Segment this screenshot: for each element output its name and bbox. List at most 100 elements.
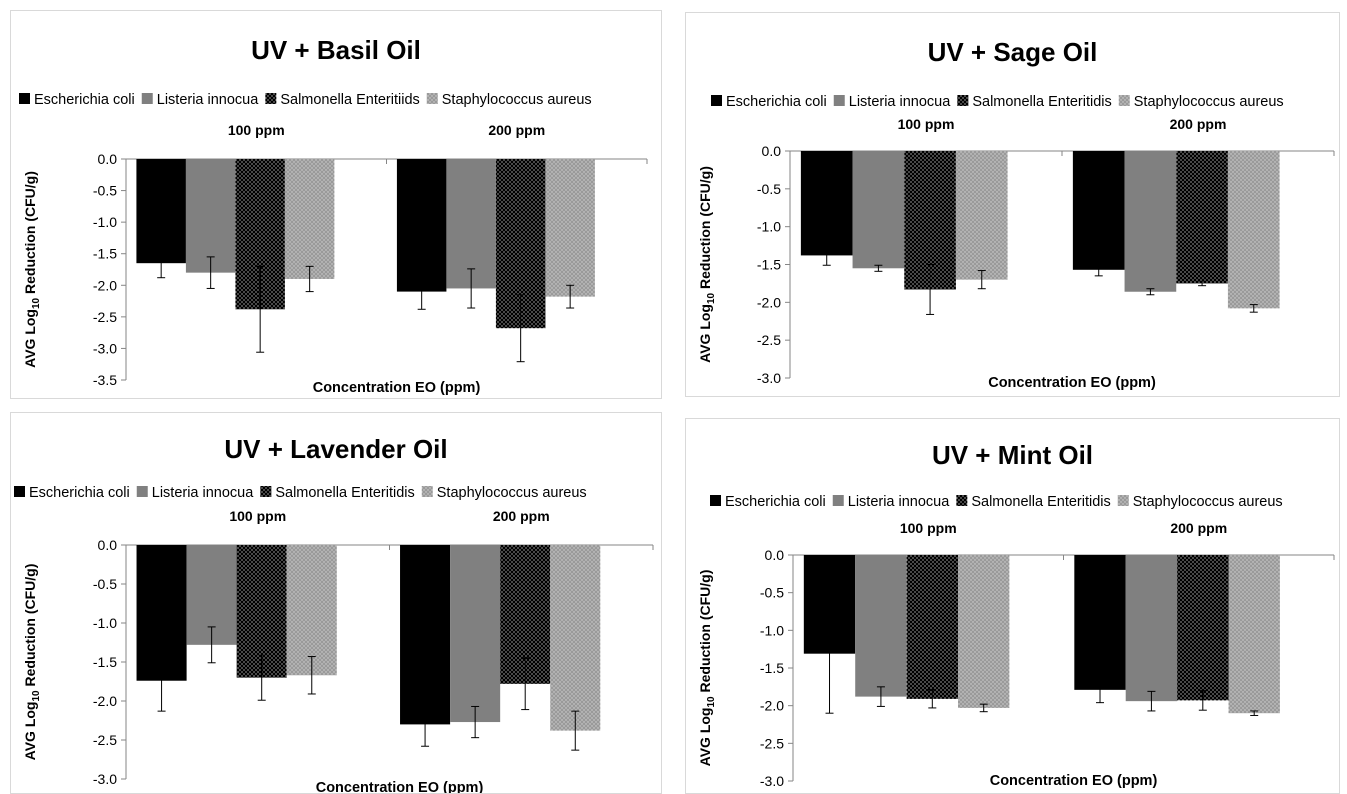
- chart-title: UV + Basil Oil: [251, 35, 421, 65]
- legend-label: Staphylococcus aureus: [437, 485, 587, 501]
- legend-swatch: [1117, 495, 1129, 506]
- legend-label: Listeria innocua: [848, 494, 950, 510]
- y-tick-label: 0.0: [762, 143, 782, 159]
- bar: [446, 159, 496, 289]
- y-tick-label: -2.0: [757, 294, 781, 310]
- y-axis-label: AVG Log10 Reduction (CFU/g): [22, 171, 42, 368]
- legend-label: Salmonella Enteritidis: [275, 485, 414, 501]
- legend-swatch: [141, 93, 153, 104]
- legend-swatch: [426, 93, 438, 104]
- bar: [450, 545, 501, 723]
- bar: [1176, 151, 1228, 284]
- chart-title: UV + Mint Oil: [932, 440, 1093, 470]
- bar: [1227, 151, 1280, 309]
- category-label: 100 ppm: [229, 508, 286, 524]
- legend-swatch: [1118, 95, 1130, 106]
- y-tick-label: -3.0: [93, 340, 117, 356]
- legend-swatch: [957, 95, 969, 106]
- y-tick-label: -2.5: [757, 332, 781, 348]
- bar: [545, 159, 595, 297]
- legend-swatch: [833, 95, 845, 106]
- y-tick-label: -3.0: [93, 771, 117, 787]
- y-tick-label: -0.5: [757, 181, 781, 197]
- chart-title: UV + Lavender Oil: [224, 434, 447, 464]
- chart-panel-basil: UV + Basil Oil Escherichia coli Listeria i…: [10, 10, 662, 399]
- category-label: 200 ppm: [488, 122, 545, 138]
- chart-basil-svg: UV + Basil Oil Escherichia coli Listeria i…: [19, 35, 648, 396]
- y-tick-label: -1.0: [757, 219, 781, 235]
- legend-swatch: [832, 495, 844, 506]
- bar: [396, 159, 447, 292]
- bar: [550, 545, 601, 731]
- bar: [855, 555, 907, 697]
- bar: [1124, 151, 1177, 292]
- chart-panel-mint: UV + Mint Oil Escherichia coli Listeria in…: [685, 418, 1340, 794]
- x-axis-label: Concentration EO (ppm): [313, 380, 481, 396]
- legend-label: Salmonella Enteritiids: [280, 92, 419, 108]
- bar: [852, 151, 905, 269]
- chart-sage-svg: UV + Sage Oil Escherichia coli Listeria in…: [697, 37, 1335, 391]
- legend-label: Staphylococcus aureus: [442, 92, 592, 108]
- legend-label: Escherichia coli: [34, 92, 135, 108]
- bar: [800, 151, 853, 256]
- bar: [1074, 555, 1126, 690]
- y-tick-label: -1.5: [93, 246, 117, 262]
- y-tick-label: -3.0: [757, 370, 781, 386]
- category-label: 200 ppm: [1170, 520, 1227, 536]
- legend-label: Listeria innocua: [157, 92, 259, 108]
- legend-swatch: [421, 486, 433, 497]
- legend-label: Salmonella Enteritidis: [972, 94, 1111, 110]
- y-tick-label: 0.0: [765, 547, 785, 563]
- category-label: 200 ppm: [1170, 116, 1227, 132]
- y-tick-label: -1.0: [93, 615, 117, 631]
- chart-mint-svg: UV + Mint Oil Escherichia coli Listeria in…: [697, 440, 1335, 789]
- y-tick-label: -0.5: [760, 585, 784, 601]
- x-axis-label: Concentration EO (ppm): [990, 773, 1158, 789]
- bar: [400, 545, 451, 725]
- category-label: 100 ppm: [898, 116, 955, 132]
- chart-panel-lavender: UV + Lavender Oil Escherichia coli Listeri…: [10, 412, 662, 794]
- bar: [1177, 555, 1229, 701]
- bar: [958, 555, 1010, 708]
- bar: [1125, 555, 1178, 702]
- y-tick-label: -2.0: [760, 698, 784, 714]
- category-label: 100 ppm: [228, 122, 285, 138]
- y-tick-label: -2.5: [93, 732, 117, 748]
- bar: [955, 151, 1008, 280]
- y-axis-label: AVG Log10 Reduction (CFU/g): [22, 564, 42, 761]
- legend-swatch: [19, 93, 30, 104]
- legend-label: Salmonella Enteritidis: [971, 494, 1110, 510]
- y-tick-label: -1.5: [93, 654, 117, 670]
- legend-label: Escherichia coli: [29, 485, 130, 501]
- legend-label: Staphylococcus aureus: [1133, 494, 1283, 510]
- bar: [136, 159, 186, 264]
- y-axis-label: AVG Log10 Reduction (CFU/g): [697, 570, 717, 767]
- bar: [286, 545, 337, 676]
- y-tick-label: -3.5: [93, 372, 117, 388]
- y-tick-label: -1.5: [757, 257, 781, 273]
- legend-label: Listeria innocua: [849, 94, 951, 110]
- legend-label: Escherichia coli: [726, 94, 827, 110]
- bar: [284, 159, 335, 279]
- y-tick-label: -1.0: [760, 622, 784, 638]
- x-axis-label: Concentration EO (ppm): [316, 780, 484, 793]
- x-axis-label: Concentration EO (ppm): [988, 375, 1156, 391]
- chart-title: UV + Sage Oil: [928, 37, 1098, 67]
- y-tick-label: -2.5: [93, 309, 117, 325]
- legend-swatch: [260, 486, 272, 497]
- legend-swatch: [14, 486, 25, 497]
- legend-swatch: [711, 95, 722, 106]
- y-tick-label: -0.5: [93, 576, 117, 592]
- y-tick-label: -0.5: [93, 183, 117, 199]
- y-axis-label: AVG Log10 Reduction (CFU/g): [697, 166, 717, 363]
- y-tick-label: -1.0: [93, 214, 117, 230]
- bar: [1228, 555, 1280, 714]
- bar: [185, 159, 236, 273]
- y-tick-label: 0.0: [98, 537, 118, 553]
- category-label: 100 ppm: [900, 520, 957, 536]
- legend-swatch: [265, 93, 277, 104]
- y-tick-label: -3.0: [760, 773, 784, 789]
- category-label: 200 ppm: [493, 508, 550, 524]
- legend-swatch: [710, 495, 721, 506]
- chart-panel-sage: UV + Sage Oil Escherichia coli Listeria in…: [685, 12, 1340, 397]
